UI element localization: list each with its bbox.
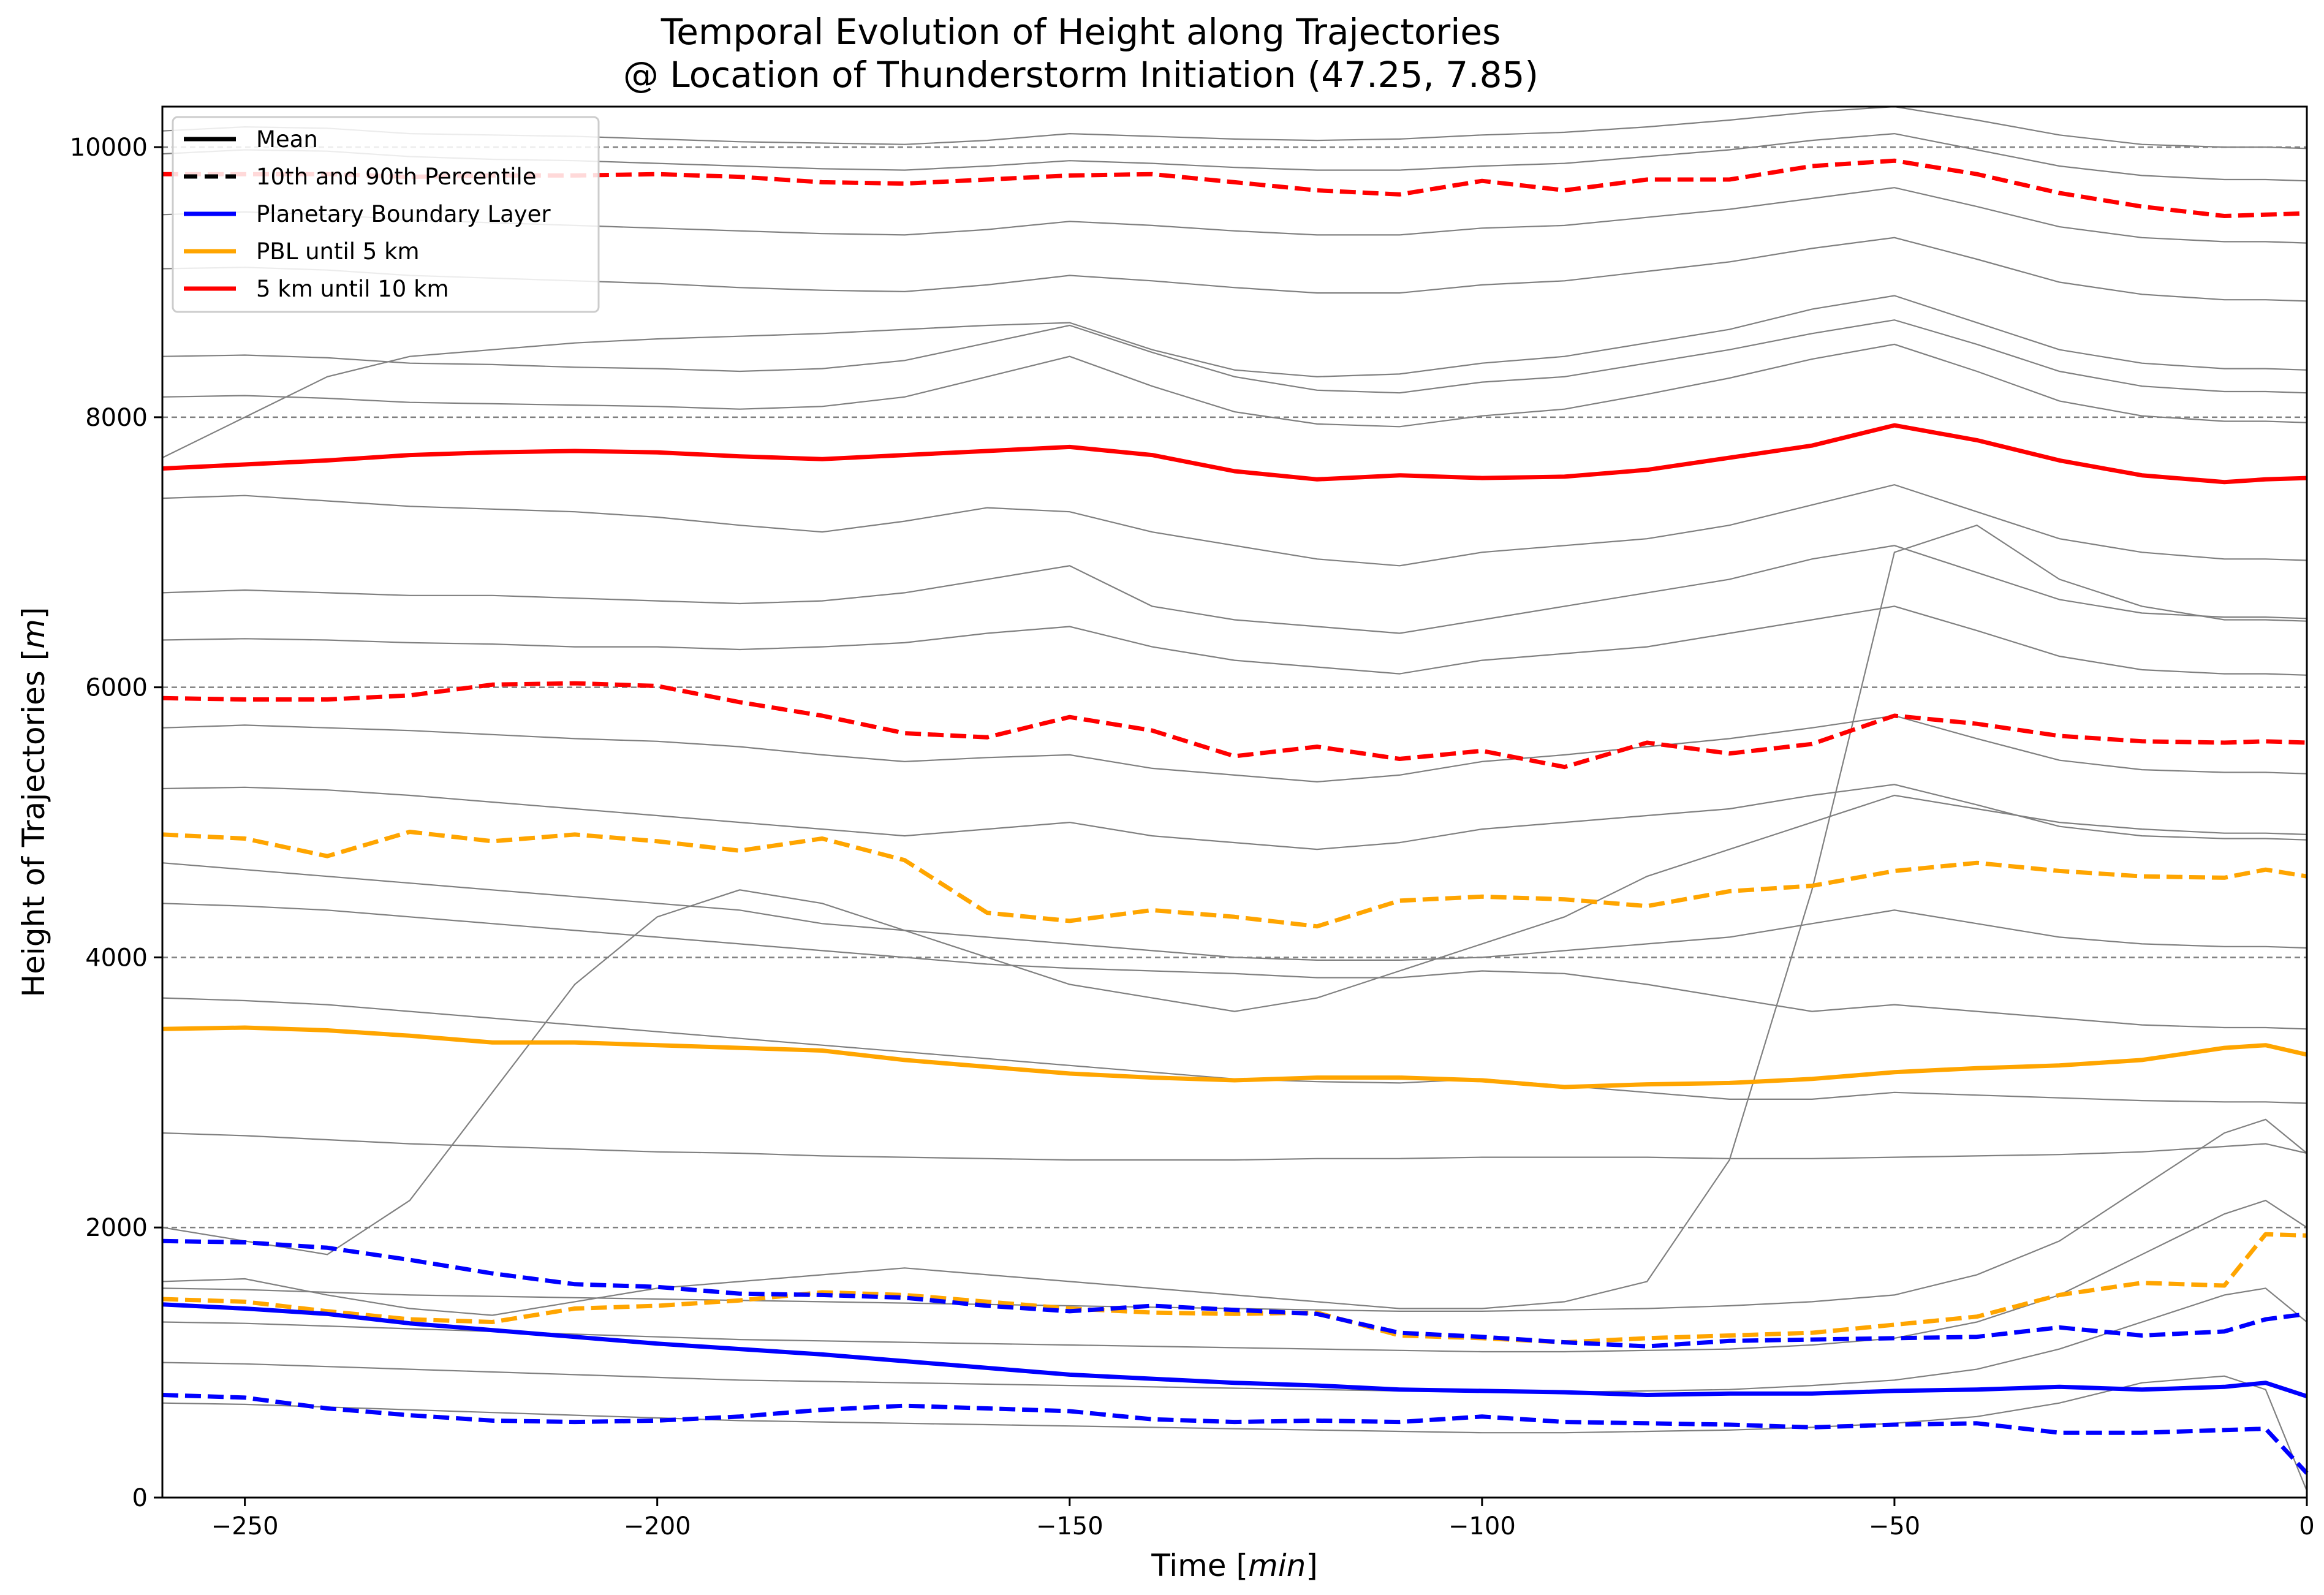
series-line-p10 — [162, 1393, 2309, 1475]
x-axis-label: Time [min] — [1151, 1548, 1318, 1583]
series-line-p90 — [162, 1238, 2307, 1349]
x-axis-ticks: −250 −200 −150 −100 −50 0 — [211, 1498, 2315, 1540]
y-axis-label-unit: m — [16, 619, 51, 649]
reference-lines — [162, 146, 2307, 1229]
trajectory-line — [162, 295, 2307, 458]
trajectory-line — [162, 794, 2307, 1256]
legend-box — [172, 116, 600, 313]
trajectory-line — [162, 903, 2307, 1030]
legend-label: PBL until 5 km — [256, 238, 420, 265]
series-line-mean — [162, 1025, 2307, 1089]
legend-label: Planetary Boundary Layer — [256, 201, 551, 227]
x-axis-label-main: Time — [1151, 1548, 1236, 1583]
series-line-p90 — [162, 830, 2307, 929]
trajectory-line — [162, 605, 2307, 676]
x-tick-label: −150 — [1036, 1512, 1103, 1540]
trajectory-line — [162, 862, 2307, 961]
series-line-mean — [162, 423, 2307, 485]
y-axis-label-open: [ — [16, 649, 51, 661]
trajectory-line — [162, 1132, 2307, 1161]
chart-title: Temporal Evolution of Height along Traje… — [660, 11, 1501, 53]
trajectory-line — [162, 714, 2307, 783]
x-tick-label: −50 — [1869, 1512, 1920, 1540]
trajectory-line — [162, 343, 2307, 428]
y-tick-label: 6000 — [85, 674, 148, 702]
trajectory-line — [162, 524, 2307, 1316]
x-tick-label: −100 — [1448, 1512, 1516, 1540]
x-tick-label: 0 — [2299, 1512, 2314, 1540]
series-line-p10 — [162, 681, 2307, 770]
background-trajectories — [162, 105, 2308, 1491]
trajectory-line — [162, 545, 2307, 634]
y-tick-label: 10000 — [70, 134, 148, 162]
y-tick-label: 2000 — [85, 1214, 148, 1242]
trajectory-line — [162, 1375, 2308, 1491]
y-axis-label: Height of Trajectories [m] — [16, 607, 51, 998]
plot-area — [161, 105, 2309, 1499]
x-tick-label: −200 — [624, 1512, 691, 1540]
y-axis-ticks: 0 2000 4000 6000 8000 10000 — [70, 134, 162, 1512]
legend: Mean 10th and 90th Percentile Planetary Bo… — [172, 116, 600, 313]
legend-label: Mean — [256, 126, 318, 153]
trajectory-line — [162, 1287, 2307, 1393]
y-tick-label: 8000 — [85, 404, 148, 432]
plot-frame — [161, 105, 2308, 1499]
series-lines — [162, 158, 2309, 1475]
series-line-mean — [162, 1302, 2308, 1399]
x-axis-label-unit: min — [1248, 1548, 1306, 1583]
y-tick-label: 0 — [132, 1484, 148, 1512]
y-axis-label-close: ] — [16, 607, 51, 619]
trajectory-line — [162, 483, 2307, 567]
x-axis-label-open: [ — [1236, 1548, 1248, 1583]
x-tick-label: −250 — [211, 1512, 279, 1540]
chart-subtitle: @ Location of Thunderstorm Initiation (4… — [623, 54, 1539, 96]
y-tick-label: 4000 — [85, 944, 148, 972]
x-axis-label-close: ] — [1306, 1548, 1318, 1583]
legend-label: 5 km until 10 km — [256, 276, 449, 302]
trajectory-line — [162, 319, 2307, 394]
legend-items: Mean 10th and 90th Percentile Planetary Bo… — [184, 126, 551, 302]
trajectory-line — [162, 1118, 2307, 1312]
y-axis-label-main: Height of Trajectories — [16, 661, 51, 997]
plot-background — [162, 107, 2307, 1498]
legend-label: 10th and 90th Percentile — [256, 164, 537, 190]
